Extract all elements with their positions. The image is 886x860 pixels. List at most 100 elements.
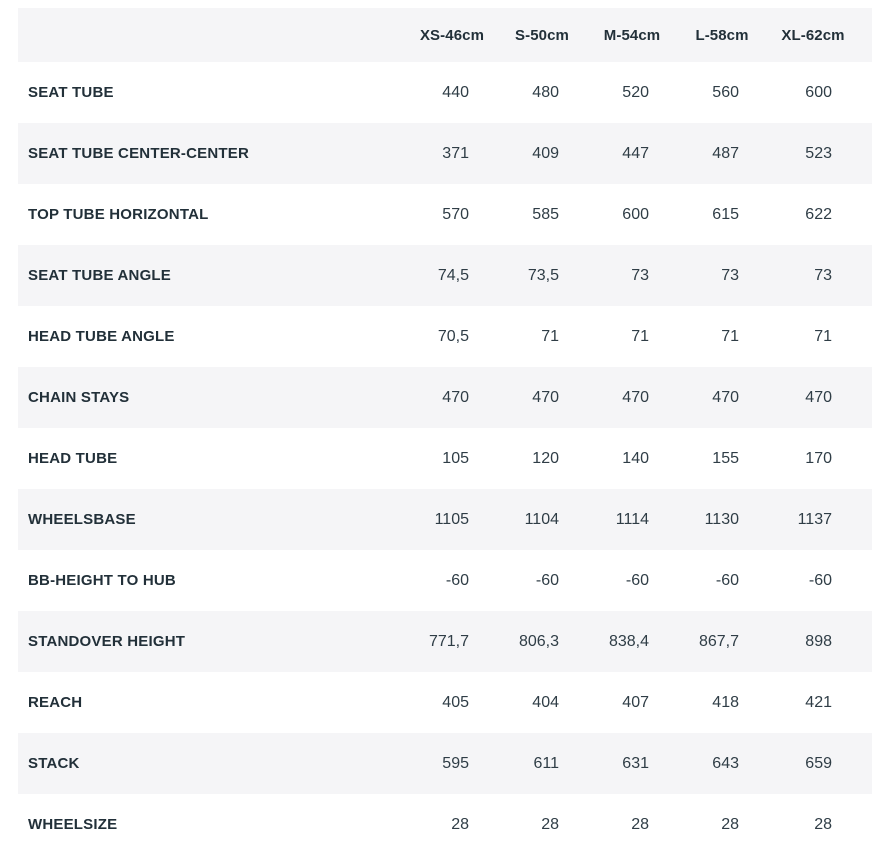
- column-header-m: M-54cm: [603, 26, 661, 44]
- cell-value: 600: [622, 205, 649, 223]
- cell-value: 1114: [615, 510, 649, 528]
- cell-value: 28: [631, 815, 649, 833]
- cell-value: 1130: [704, 510, 739, 528]
- column-header-s: S-50cm: [515, 26, 569, 44]
- cell-value: 838,4: [608, 632, 649, 650]
- cell-value: 523: [805, 144, 832, 162]
- table-row-seat-tube-center-center: SEAT TUBE CENTER-CENTER 371 409 447 487 …: [18, 123, 872, 184]
- row-label: REACH: [28, 694, 83, 711]
- cell-value: 155: [712, 449, 739, 467]
- cell-value: 1137: [797, 510, 832, 528]
- cell-value: 659: [805, 754, 832, 772]
- cell-value: 371: [442, 144, 469, 162]
- cell-value: 70,5: [437, 327, 469, 345]
- cell-value: 71: [541, 327, 559, 345]
- table-row-head-tube: HEAD TUBE 105 120 140 155 170: [18, 428, 872, 489]
- cell-value: 520: [622, 83, 649, 101]
- row-label: SEAT TUBE: [28, 84, 114, 101]
- table-row-bb-height-to-hub: BB-HEIGHT TO HUB -60 -60 -60 -60 -60: [18, 550, 872, 611]
- header-row: XS-46cm S-50cm M-54cm L-58cm XL-62cm: [18, 8, 872, 62]
- table-row-wheelsbase: WHEELSBASE 1105 1104 1114 1130 1137: [18, 489, 872, 550]
- cell-value: 622: [805, 205, 832, 223]
- cell-value: 404: [532, 693, 559, 711]
- table-row-reach: REACH 405 404 407 418 421: [18, 672, 872, 733]
- geometry-table: XS-46cm S-50cm M-54cm L-58cm XL-62cm SEA…: [18, 8, 872, 855]
- table-row-wheelsize: WHEELSIZE 28 28 28 28 28: [18, 794, 872, 855]
- cell-value: 1105: [434, 510, 469, 528]
- cell-value: -60: [445, 571, 469, 589]
- cell-value: 480: [532, 83, 559, 101]
- table-row-head-tube-angle: HEAD TUBE ANGLE 70,5 71 71 71 71: [18, 306, 872, 367]
- column-header-xl: XL-62cm: [781, 26, 845, 44]
- cell-value: 600: [805, 83, 832, 101]
- row-label: HEAD TUBE: [28, 450, 118, 467]
- cell-value: 73,5: [527, 266, 559, 284]
- row-label: WHEELSIZE: [28, 816, 118, 833]
- cell-value: 487: [712, 144, 739, 162]
- row-label: STANDOVER HEIGHT: [28, 633, 186, 650]
- cell-value: 28: [721, 815, 739, 833]
- cell-value: 71: [721, 327, 739, 345]
- cell-value: 74,5: [437, 266, 469, 284]
- row-label: SEAT TUBE CENTER-CENTER: [28, 145, 249, 162]
- cell-value: 71: [631, 327, 649, 345]
- cell-value: 140: [622, 449, 649, 467]
- cell-value: 470: [805, 388, 832, 406]
- cell-value: 570: [442, 205, 469, 223]
- table-row-standover-height: STANDOVER HEIGHT 771,7 806,3 838,4 867,7…: [18, 611, 872, 672]
- cell-value: 447: [622, 144, 649, 162]
- row-label: TOP TUBE HORIZONTAL: [28, 206, 209, 223]
- cell-value: 405: [442, 693, 469, 711]
- row-label: BB-HEIGHT TO HUB: [28, 572, 176, 589]
- cell-value: -60: [808, 571, 832, 589]
- table-row-chain-stays: CHAIN STAYS 470 470 470 470 470: [18, 367, 872, 428]
- cell-value: 771,7: [428, 632, 469, 650]
- cell-value: 170: [805, 449, 832, 467]
- row-label: STACK: [28, 755, 80, 772]
- cell-value: -60: [625, 571, 649, 589]
- column-header-l: L-58cm: [695, 26, 749, 44]
- cell-value: 409: [532, 144, 559, 162]
- table-row-top-tube-horizontal: TOP TUBE HORIZONTAL 570 585 600 615 622: [18, 184, 872, 245]
- cell-value: 28: [541, 815, 559, 833]
- row-label: HEAD TUBE ANGLE: [28, 328, 175, 345]
- cell-value: 28: [814, 815, 832, 833]
- cell-value: 643: [712, 754, 739, 772]
- cell-value: 71: [814, 327, 832, 345]
- corner-cell: [18, 8, 407, 62]
- cell-value: 120: [532, 449, 559, 467]
- cell-value: 105: [442, 449, 469, 467]
- cell-value: 806,3: [518, 632, 559, 650]
- cell-value: 73: [721, 266, 739, 284]
- cell-value: 615: [712, 205, 739, 223]
- cell-value: 631: [622, 754, 649, 772]
- cell-value: 585: [532, 205, 559, 223]
- row-label: CHAIN STAYS: [28, 389, 130, 406]
- cell-value: 560: [712, 83, 739, 101]
- table-row-seat-tube-angle: SEAT TUBE ANGLE 74,5 73,5 73 73 73: [18, 245, 872, 306]
- column-header-xs: XS-46cm: [419, 26, 485, 44]
- cell-value: 421: [805, 693, 832, 711]
- cell-value: 470: [532, 388, 559, 406]
- cell-value: 440: [442, 83, 469, 101]
- table-row-stack: STACK 595 611 631 643 659: [18, 733, 872, 794]
- cell-value: 407: [622, 693, 649, 711]
- cell-value: 28: [451, 815, 469, 833]
- cell-value: 470: [442, 388, 469, 406]
- cell-value: 1104: [524, 510, 559, 528]
- cell-value: 470: [622, 388, 649, 406]
- cell-value: 73: [631, 266, 649, 284]
- cell-value: 470: [712, 388, 739, 406]
- cell-value: 595: [442, 754, 469, 772]
- row-label: WHEELSBASE: [28, 511, 136, 528]
- cell-value: -60: [715, 571, 739, 589]
- row-label: SEAT TUBE ANGLE: [28, 267, 172, 284]
- cell-value: 898: [805, 632, 832, 650]
- cell-value: 867,7: [698, 632, 739, 650]
- cell-value: 418: [712, 693, 739, 711]
- cell-value: 611: [533, 754, 559, 772]
- cell-value: -60: [535, 571, 559, 589]
- cell-value: 73: [814, 266, 832, 284]
- table-row-seat-tube: SEAT TUBE 440 480 520 560 600: [18, 62, 872, 123]
